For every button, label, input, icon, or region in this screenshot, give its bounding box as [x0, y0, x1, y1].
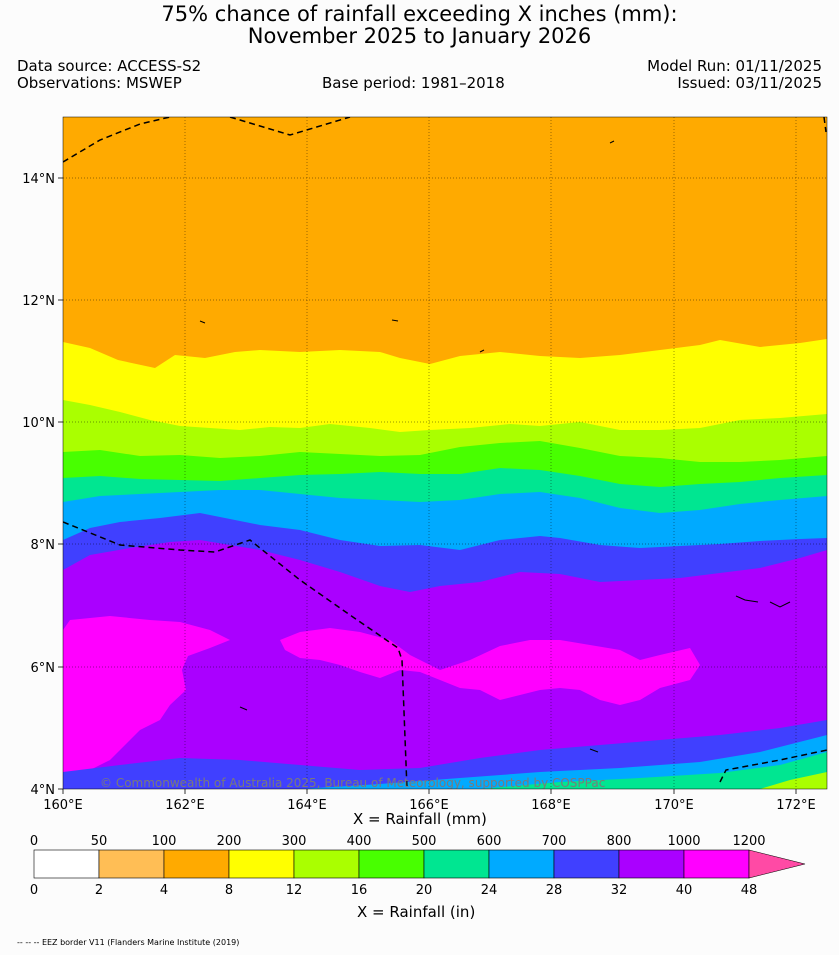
lon-label: 170°E	[654, 798, 694, 813]
mm-tick-label: 0	[30, 834, 38, 849]
rainfall-map: © Commonwealth of Australia 2025, Bureau…	[22, 116, 828, 898]
in-tick-label: 2	[95, 883, 103, 898]
islands	[199, 140, 791, 753]
model-run: Model Run: 01/11/2025	[647, 57, 822, 75]
mm-tick-label: 400	[347, 834, 372, 849]
issued-date: Issued: 03/11/2025	[677, 74, 822, 92]
colorbar-swatch	[163, 849, 230, 879]
colorbar-swatch	[98, 849, 165, 879]
in-tick-label: 48	[741, 883, 758, 898]
map-plot-area: © Commonwealth of Australia 2025, Bureau…	[63, 117, 827, 790]
in-tick-label: 28	[546, 883, 563, 898]
in-tick-label: 12	[286, 883, 303, 898]
map-copyright: © Commonwealth of Australia 2025, Bureau…	[100, 776, 605, 790]
colorbar-swatch	[358, 849, 425, 879]
map-subtitle: November 2025 to January 2026	[247, 24, 592, 48]
in-tick-label: 40	[676, 883, 693, 898]
lon-label: 168°E	[531, 798, 571, 813]
colorbar-swatch	[228, 849, 295, 879]
colorbar-swatch	[293, 849, 360, 879]
lon-label: 166°E	[409, 798, 449, 813]
in-axis-title: X = Rainfall (in)	[357, 903, 476, 921]
lat-label: 12°N	[22, 294, 55, 309]
colorbar-swatch	[423, 849, 490, 879]
graticule	[63, 117, 827, 789]
mm-tick-label: 600	[477, 834, 502, 849]
mm-tick-label: 300	[282, 834, 307, 849]
mm-axis-title: X = Rainfall (mm)	[353, 810, 487, 828]
latitude-labels: 14°N 12°N 10°N 8°N 6°N 4°N	[22, 172, 63, 798]
colorbar-swatch	[33, 849, 100, 879]
colorbar-swatch	[683, 849, 750, 879]
colorbar-swatch	[618, 849, 685, 879]
mm-tick-label: 1000	[667, 834, 700, 849]
lon-label: 164°E	[287, 798, 327, 813]
lon-label: 172°E	[776, 798, 816, 813]
band-400-500mm-south	[760, 772, 827, 789]
lat-label: 8°N	[31, 538, 56, 553]
longitude-labels: 160°E 162°E 164°E 166°E 168°E 170°E 172°E	[43, 789, 816, 813]
mm-tick-label: 700	[542, 834, 567, 849]
lon-label: 162°E	[165, 798, 205, 813]
band-1000-1200mm	[63, 540, 827, 789]
data-source: Data source: ACCESS-S2	[17, 57, 202, 75]
map-title: 75% chance of rainfall exceeding X inche…	[161, 2, 678, 26]
lat-label: 10°N	[22, 416, 55, 431]
band-above-1200mm	[63, 616, 230, 772]
lat-label: 6°N	[31, 661, 56, 676]
in-tick-label: 16	[351, 883, 368, 898]
mm-tick-label: 200	[217, 834, 242, 849]
eez-border	[63, 117, 827, 789]
mm-tick-label: 100	[152, 834, 177, 849]
mm-tick-label: 800	[607, 834, 632, 849]
in-tick-label: 4	[160, 883, 168, 898]
map-frame	[62, 116, 828, 790]
mm-tick-label: 500	[412, 834, 437, 849]
mm-tick-label: 1200	[732, 834, 765, 849]
lat-label: 4°N	[31, 783, 56, 798]
mm-tick-label: 50	[91, 834, 108, 849]
colorbar-extend-arrow	[748, 849, 806, 879]
colorbar-swatch	[553, 849, 620, 879]
in-tick-label: 0	[30, 883, 38, 898]
band-600-700mm-south	[480, 752, 827, 789]
band-above-1200mm-east	[280, 628, 700, 705]
eez-footnote: -- -- -- EEZ border V11 (Flanders Marine…	[17, 938, 240, 947]
base-period: Base period: 1981–2018	[322, 74, 505, 92]
lat-label: 14°N	[22, 172, 55, 187]
in-tick-label: 20	[416, 883, 433, 898]
lon-label: 160°E	[43, 798, 83, 813]
colorbar-swatch	[488, 849, 555, 879]
in-tick-label: 24	[481, 883, 498, 898]
in-tick-label: 8	[225, 883, 233, 898]
in-tick-label: 32	[611, 883, 628, 898]
observations: Observations: MSWEP	[17, 74, 182, 92]
